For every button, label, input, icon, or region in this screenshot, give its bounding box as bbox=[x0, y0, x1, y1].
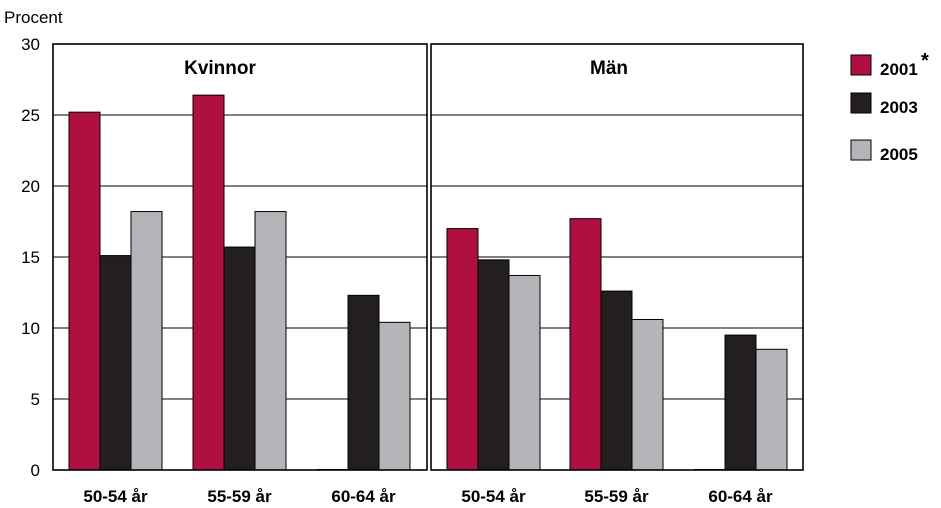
panel-frame bbox=[430, 43, 804, 471]
y-tick-label: 10 bbox=[21, 319, 40, 338]
y-tick-label: 0 bbox=[31, 461, 40, 480]
y-tick-label: 5 bbox=[31, 390, 40, 409]
legend-label-2003: 2003 bbox=[880, 98, 918, 117]
panel-frame bbox=[52, 43, 428, 471]
legend-swatch-2001 bbox=[850, 54, 872, 76]
bar-2005 bbox=[254, 211, 287, 471]
x-tick-label: 50-54 år bbox=[83, 487, 148, 506]
bar-2003 bbox=[600, 290, 633, 471]
y-tick-label: 15 bbox=[21, 248, 40, 267]
bar-2003 bbox=[724, 334, 757, 471]
x-tick-label: 55-59 år bbox=[207, 487, 272, 506]
legend-label-2001: 2001 bbox=[880, 60, 918, 79]
legend-footnote-marker: * bbox=[921, 50, 929, 72]
bar-2003 bbox=[477, 259, 510, 471]
panel-title: Män bbox=[590, 58, 628, 79]
y-axis-label: Procent bbox=[4, 8, 63, 27]
bar-2001 bbox=[68, 111, 101, 471]
legend-swatch-2003 bbox=[850, 92, 872, 114]
bar-2003 bbox=[223, 246, 256, 471]
x-tick-label: 60-64 år bbox=[331, 487, 396, 506]
y-tick-label: 25 bbox=[21, 106, 40, 125]
y-tick-label: 30 bbox=[21, 35, 40, 54]
bar-2005 bbox=[378, 321, 411, 471]
x-tick-label: 50-54 år bbox=[461, 487, 526, 506]
bar-2001 bbox=[446, 228, 479, 471]
bar-2003 bbox=[347, 294, 380, 471]
bar-2005 bbox=[631, 318, 664, 471]
bar-2001 bbox=[569, 218, 602, 471]
bar-2003 bbox=[99, 255, 132, 471]
x-tick-label: 55-59 år bbox=[584, 487, 649, 506]
panel-title: Kvinnor bbox=[184, 58, 256, 79]
legend-label-2005: 2005 bbox=[880, 145, 918, 164]
bar-2005 bbox=[755, 348, 788, 471]
legend-swatch-2005 bbox=[850, 139, 872, 161]
bar-2005 bbox=[508, 274, 541, 471]
bar-2005 bbox=[130, 211, 163, 471]
x-tick-label: 60-64 år bbox=[708, 487, 773, 506]
bar-2001 bbox=[192, 94, 225, 471]
y-tick-label: 20 bbox=[21, 177, 40, 196]
